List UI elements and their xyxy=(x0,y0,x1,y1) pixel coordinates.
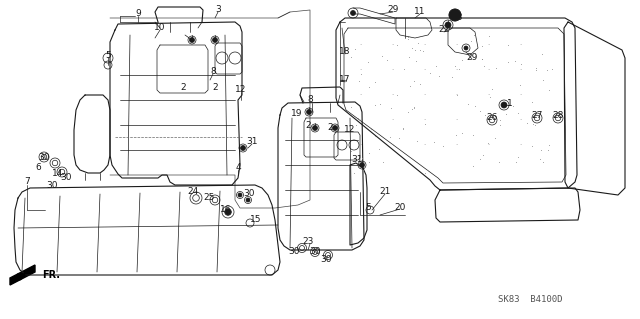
Circle shape xyxy=(238,193,242,197)
Text: ·: · xyxy=(487,117,489,123)
Text: 3: 3 xyxy=(215,5,221,14)
Text: ·: · xyxy=(519,42,521,48)
Text: 28: 28 xyxy=(552,110,564,120)
Circle shape xyxy=(189,38,195,42)
Text: 27: 27 xyxy=(531,110,543,120)
Circle shape xyxy=(464,46,468,50)
Circle shape xyxy=(351,11,355,16)
Text: 30: 30 xyxy=(38,153,50,162)
Text: 30: 30 xyxy=(46,181,58,189)
Text: ·: · xyxy=(519,142,521,148)
Text: ·: · xyxy=(455,117,457,123)
Circle shape xyxy=(449,9,461,21)
Text: ·: · xyxy=(423,117,425,123)
Text: ·: · xyxy=(359,92,361,98)
Polygon shape xyxy=(10,265,35,285)
Text: 11: 11 xyxy=(414,8,426,17)
Text: 5: 5 xyxy=(105,50,111,60)
Text: 24: 24 xyxy=(188,188,198,197)
Circle shape xyxy=(333,125,337,130)
Text: ·: · xyxy=(487,142,489,148)
Circle shape xyxy=(360,162,365,167)
Text: 9: 9 xyxy=(135,10,141,19)
Text: 22: 22 xyxy=(438,26,450,34)
Text: 21: 21 xyxy=(380,188,390,197)
Text: 2: 2 xyxy=(305,122,311,130)
Text: 19: 19 xyxy=(291,108,303,117)
Text: 13: 13 xyxy=(452,12,464,21)
Circle shape xyxy=(246,198,250,202)
Text: 7: 7 xyxy=(24,177,30,187)
Circle shape xyxy=(501,102,507,108)
Text: ·: · xyxy=(359,117,361,123)
Circle shape xyxy=(241,145,246,151)
Text: 4: 4 xyxy=(235,164,241,173)
Text: 20: 20 xyxy=(394,203,406,211)
Text: 2: 2 xyxy=(180,84,186,93)
Text: 30: 30 xyxy=(60,174,72,182)
Text: 10: 10 xyxy=(154,24,166,33)
Circle shape xyxy=(312,125,317,130)
Text: 17: 17 xyxy=(339,76,351,85)
Circle shape xyxy=(307,109,312,115)
Text: ·: · xyxy=(391,67,393,73)
Text: 8: 8 xyxy=(307,95,313,105)
Text: 30: 30 xyxy=(320,256,332,264)
Text: ·: · xyxy=(519,67,521,73)
Text: 14: 14 xyxy=(52,168,64,177)
Text: 1: 1 xyxy=(507,99,513,108)
Text: 2: 2 xyxy=(327,123,333,132)
Text: ·: · xyxy=(423,42,425,48)
Text: ·: · xyxy=(359,67,361,73)
Text: ·: · xyxy=(487,67,489,73)
Text: 12: 12 xyxy=(344,125,356,135)
Text: 23: 23 xyxy=(302,238,314,247)
Text: 26: 26 xyxy=(486,114,498,122)
Text: ·: · xyxy=(359,42,361,48)
Text: ·: · xyxy=(423,67,425,73)
Text: ·: · xyxy=(519,92,521,98)
Text: 30: 30 xyxy=(288,248,300,256)
Text: ·: · xyxy=(391,117,393,123)
Text: 18: 18 xyxy=(339,48,351,56)
Text: ·: · xyxy=(487,92,489,98)
Text: 30: 30 xyxy=(309,248,321,256)
Text: 8: 8 xyxy=(210,68,216,77)
Text: ·: · xyxy=(423,92,425,98)
Text: ·: · xyxy=(455,67,457,73)
Text: ·: · xyxy=(487,42,489,48)
Text: 12: 12 xyxy=(236,85,246,94)
Text: SK83  B4100D: SK83 B4100D xyxy=(498,295,563,305)
Text: 15: 15 xyxy=(250,216,262,225)
Text: 16: 16 xyxy=(220,205,232,214)
Text: 30: 30 xyxy=(243,189,255,198)
Text: ·: · xyxy=(391,142,393,148)
Text: ·: · xyxy=(519,117,521,123)
Text: ·: · xyxy=(391,42,393,48)
Circle shape xyxy=(225,209,231,215)
Text: ·: · xyxy=(455,42,457,48)
Text: 31: 31 xyxy=(351,155,363,165)
Text: 2: 2 xyxy=(212,84,218,93)
Text: ·: · xyxy=(455,142,457,148)
Text: 25: 25 xyxy=(204,194,214,203)
Text: 31: 31 xyxy=(246,137,258,146)
Text: ·: · xyxy=(391,92,393,98)
Text: 29: 29 xyxy=(467,53,477,62)
Text: ·: · xyxy=(359,142,361,148)
Text: ·: · xyxy=(423,142,425,148)
Circle shape xyxy=(212,38,218,42)
Text: FR.: FR. xyxy=(42,270,60,280)
Text: ·: · xyxy=(455,92,457,98)
Text: 6: 6 xyxy=(35,164,41,173)
Text: 5: 5 xyxy=(365,203,371,211)
Text: 29: 29 xyxy=(387,5,399,14)
Circle shape xyxy=(445,22,451,28)
